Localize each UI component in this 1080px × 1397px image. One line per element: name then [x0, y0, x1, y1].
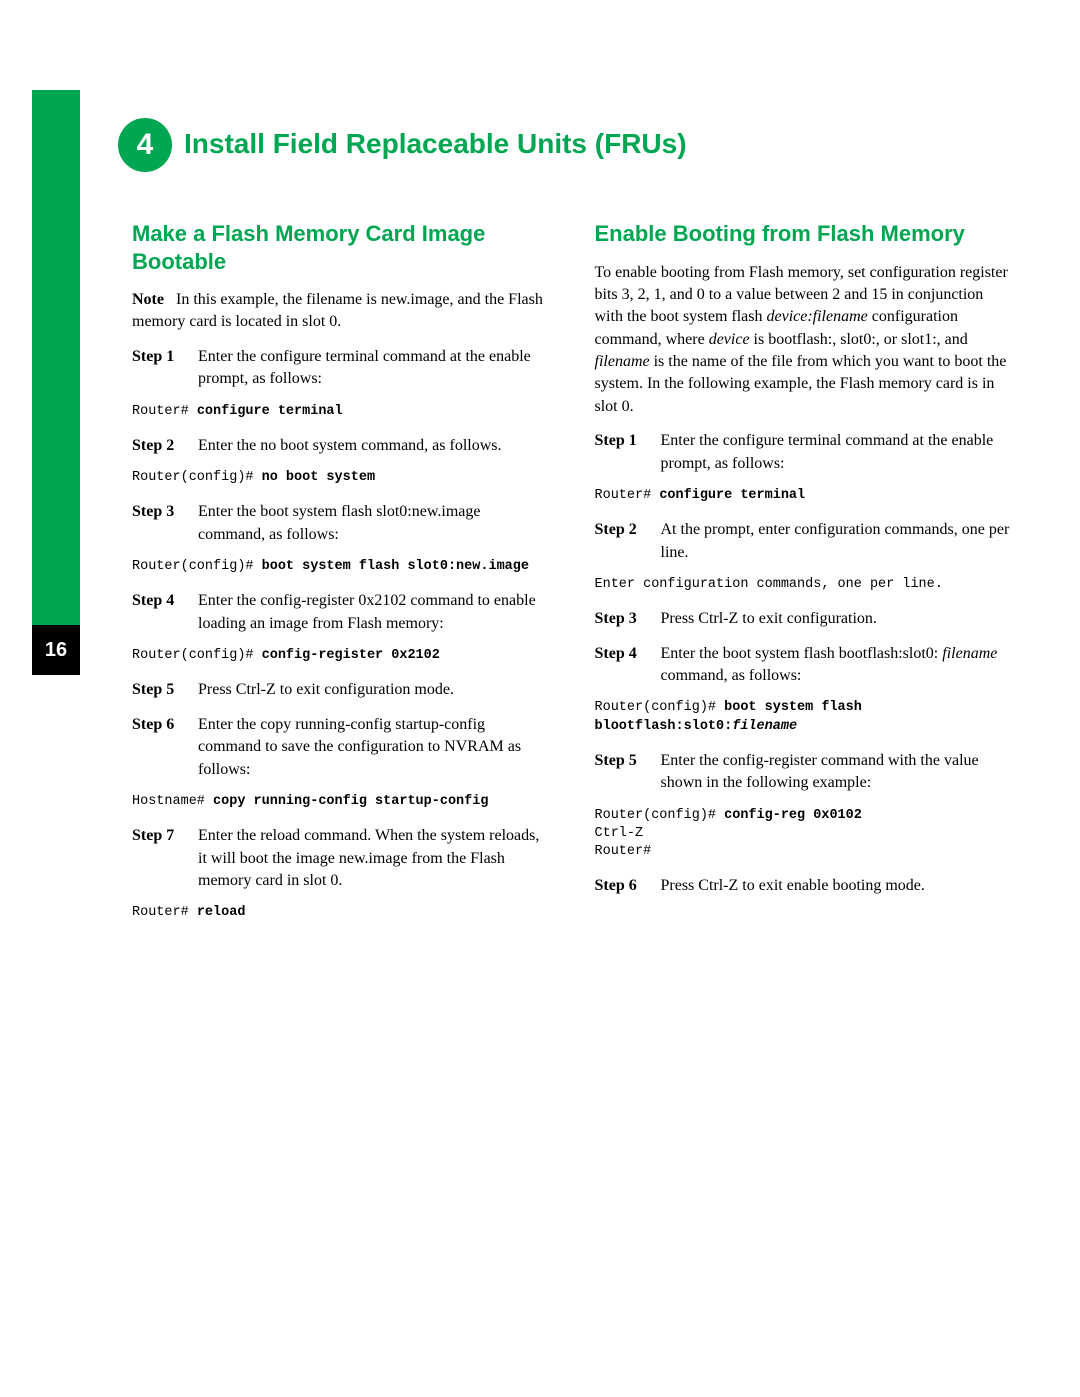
- step-text: At the prompt, enter configuration comma…: [661, 519, 1013, 564]
- right-code-2: Enter configuration commands, one per li…: [595, 576, 1013, 594]
- left-step-5: Step 5 Press Ctrl-Z to exit configuratio…: [132, 679, 550, 701]
- step4-b: command, as follows:: [661, 667, 802, 684]
- left-step-2: Step 2 Enter the no boot system command,…: [132, 435, 550, 457]
- left-code-7: Router# reload: [132, 904, 550, 922]
- right-step-6: Step 6 Press Ctrl-Z to exit enable booti…: [595, 875, 1013, 897]
- left-code-3: Router(config)# boot system flash slot0:…: [132, 558, 550, 576]
- code-prompt: Router(config)#: [132, 559, 262, 574]
- step-text: Enter the config-register command with t…: [661, 750, 1013, 795]
- step-label: Step 6: [132, 714, 198, 781]
- right-step-3: Step 3 Press Ctrl-Z to exit configuratio…: [595, 608, 1013, 630]
- page-number-box: 16: [32, 625, 80, 675]
- note-paragraph: Note In this example, the filename is ne…: [132, 289, 550, 334]
- left-code-6: Hostname# copy running-config startup-co…: [132, 793, 550, 811]
- step-text: Press Ctrl-Z to exit configuration.: [661, 608, 1013, 630]
- code-text: Enter configuration commands, one per li…: [595, 577, 943, 592]
- page-number: 16: [45, 639, 67, 662]
- code-tail: Ctrl-Z Router#: [595, 826, 652, 859]
- right-step-1: Step 1 Enter the configure terminal comm…: [595, 430, 1013, 475]
- right-column: Enable Booting from Flash Memory To enab…: [595, 220, 1013, 937]
- code-prompt: Router#: [132, 404, 197, 419]
- content-area: Make a Flash Memory Card Image Bootable …: [132, 220, 1012, 937]
- code-bold: configure terminal: [659, 488, 805, 503]
- code-bold: configure terminal: [197, 404, 343, 419]
- left-code-4: Router(config)# config-register 0x2102: [132, 647, 550, 665]
- code-bold: reload: [197, 905, 246, 920]
- left-step-7: Step 7 Enter the reload command. When th…: [132, 825, 550, 892]
- note-text: In this example, the filename is new.ima…: [132, 291, 543, 330]
- right-code-4: Router(config)# boot system flash blootf…: [595, 699, 1013, 735]
- section-title-left: Make a Flash Memory Card Image Bootable: [132, 220, 550, 275]
- note-label: Note: [132, 291, 164, 308]
- code-prompt: Hostname#: [132, 794, 213, 809]
- left-step-3: Step 3 Enter the boot system flash slot0…: [132, 501, 550, 546]
- code-prompt: Router(config)#: [595, 808, 725, 823]
- right-step-5: Step 5 Enter the config-register command…: [595, 750, 1013, 795]
- step-text: Enter the boot system flash slot0:new.im…: [198, 501, 550, 546]
- code-prompt: Router#: [595, 488, 660, 503]
- code-bold: config-reg 0x0102: [724, 808, 862, 823]
- step-text: Press Ctrl-Z to exit configuration mode.: [198, 679, 550, 701]
- right-intro: To enable booting from Flash memory, set…: [595, 262, 1013, 419]
- left-step-4: Step 4 Enter the config-register 0x2102 …: [132, 590, 550, 635]
- step-label: Step 4: [595, 643, 661, 688]
- left-column: Make a Flash Memory Card Image Bootable …: [132, 220, 550, 937]
- intro-d: is the name of the file from which you w…: [595, 353, 1007, 415]
- section-title-right: Enable Booting from Flash Memory: [595, 220, 1013, 248]
- step-label: Step 1: [132, 346, 198, 391]
- code-prompt: Router(config)#: [132, 470, 262, 485]
- code-bold: copy running-config startup-config: [213, 794, 488, 809]
- left-step-6: Step 6 Enter the copy running-config sta…: [132, 714, 550, 781]
- step-label: Step 7: [132, 825, 198, 892]
- step-label: Step 6: [595, 875, 661, 897]
- right-code-1: Router# configure terminal: [595, 487, 1013, 505]
- right-code-5: Router(config)# config-reg 0x0102 Ctrl-Z…: [595, 807, 1013, 862]
- left-code-1: Router# configure terminal: [132, 403, 550, 421]
- code-prompt: Router#: [132, 905, 197, 920]
- code-bold: config-register 0x2102: [262, 648, 440, 663]
- step-label: Step 1: [595, 430, 661, 475]
- step-text: Enter the no boot system command, as fol…: [198, 435, 550, 457]
- chapter-number-badge: 4: [118, 118, 172, 172]
- code-prompt: Router(config)#: [595, 700, 725, 715]
- step-label: Step 3: [132, 501, 198, 546]
- step-text: Enter the copy running-config startup-co…: [198, 714, 550, 781]
- step4-i: filename: [942, 645, 997, 662]
- right-step-2: Step 2 At the prompt, enter configuratio…: [595, 519, 1013, 564]
- intro-i3: filename: [595, 353, 650, 370]
- step-text: Enter the configure terminal command at …: [661, 430, 1013, 475]
- intro-i2: device: [709, 331, 750, 348]
- step-text: Press Ctrl-Z to exit enable booting mode…: [661, 875, 1013, 897]
- code-bold: no boot system: [262, 470, 375, 485]
- step-text: Enter the config-register 0x2102 command…: [198, 590, 550, 635]
- step4-a: Enter the boot system flash bootflash:sl…: [661, 645, 943, 662]
- step-label: Step 3: [595, 608, 661, 630]
- sidebar-accent-bar: [32, 90, 80, 625]
- step-text: Enter the configure terminal command at …: [198, 346, 550, 391]
- code-bold: boot system flash slot0:new.image: [262, 559, 529, 574]
- right-step-4: Step 4 Enter the boot system flash bootf…: [595, 643, 1013, 688]
- step-label: Step 5: [595, 750, 661, 795]
- intro-c: is bootflash:, slot0:, or slot1:, and: [750, 331, 968, 348]
- left-code-2: Router(config)# no boot system: [132, 469, 550, 487]
- chapter-number: 4: [137, 128, 154, 162]
- step-label: Step 4: [132, 590, 198, 635]
- step-label: Step 2: [595, 519, 661, 564]
- step-label: Step 5: [132, 679, 198, 701]
- step-text: Enter the reload command. When the syste…: [198, 825, 550, 892]
- left-step-1: Step 1 Enter the configure terminal comm…: [132, 346, 550, 391]
- code-ital: filename: [732, 719, 797, 734]
- step-text: Enter the boot system flash bootflash:sl…: [661, 643, 1013, 688]
- intro-i1: device:filename: [766, 308, 867, 325]
- chapter-title: Install Field Replaceable Units (FRUs): [184, 128, 687, 160]
- step-label: Step 2: [132, 435, 198, 457]
- code-prompt: Router(config)#: [132, 648, 262, 663]
